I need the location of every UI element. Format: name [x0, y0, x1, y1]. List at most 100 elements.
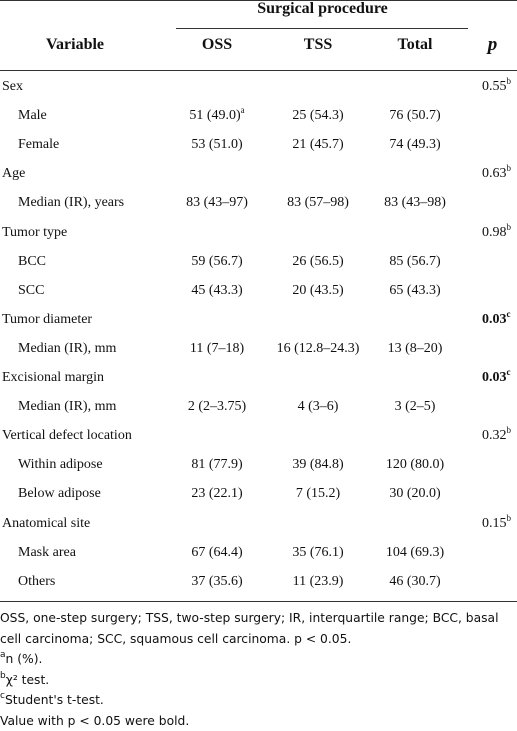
oss-cell-text: 37 (35.6) — [191, 574, 242, 589]
row-label: Mask area — [18, 544, 188, 562]
footnote: an (%). — [0, 649, 515, 670]
footnote-text: OSS, one-step surgery; TSS, two-step sur… — [0, 611, 499, 646]
row-label-text: Median (IR), mm — [18, 399, 116, 414]
row-label: SCC — [18, 282, 188, 300]
p-cell: 0.32b — [482, 427, 516, 445]
total-cell-text: 74 (49.3) — [389, 137, 440, 152]
row-label: Tumor type — [2, 224, 172, 242]
tss-cell: 21 (45.7) — [268, 136, 368, 154]
oss-cell: 83 (43–97) — [167, 194, 267, 212]
note-mark: c — [507, 367, 511, 377]
total-cell: 104 (69.3) — [365, 544, 465, 562]
row-label-text: Within adipose — [18, 457, 103, 472]
footnote-text: Value with p < 0.05 were bold. — [0, 714, 189, 728]
oss-cell: 11 (7–18) — [167, 340, 267, 358]
total-cell-text: 46 (30.7) — [389, 574, 440, 589]
row-label-text: Anatomical site — [2, 516, 90, 531]
column-header: p — [470, 36, 515, 54]
oss-cell: 2 (2–3.75) — [167, 398, 267, 416]
p-cell-text: 0.32 — [482, 428, 507, 443]
oss-cell-text: 11 (7–18) — [190, 341, 244, 356]
oss-cell: 53 (51.0) — [167, 136, 267, 154]
p-cell-text: 0.63 — [482, 166, 507, 181]
oss-cell: 51 (49.0)a — [167, 107, 267, 125]
row-label: Female — [18, 136, 188, 154]
row-label: Within adipose — [18, 456, 188, 474]
total-cell: 3 (2–5) — [365, 398, 465, 416]
oss-cell-text: 67 (64.4) — [191, 545, 242, 560]
p-cell-text: 0.03 — [482, 370, 507, 385]
oss-cell-text: 59 (56.7) — [191, 254, 242, 269]
row-label-text: SCC — [18, 283, 44, 298]
group-header: Surgical procedure — [175, 0, 470, 18]
tss-cell-text: 11 (23.9) — [293, 574, 344, 589]
row-label-text: Below adipose — [18, 486, 101, 501]
row-label: Age — [2, 165, 172, 183]
oss-cell-text: 2 (2–3.75) — [188, 399, 246, 414]
column-header: OSS — [167, 36, 267, 54]
note-mark: b — [507, 513, 512, 523]
tss-cell: 11 (23.9) — [268, 573, 368, 591]
total-cell-text: 83 (43–98) — [384, 195, 446, 210]
row-label: Tumor diameter — [2, 311, 172, 329]
tss-cell: 35 (76.1) — [268, 544, 368, 562]
row-label-text: Median (IR), mm — [18, 341, 116, 356]
row-label-text: Others — [18, 574, 55, 589]
row-label: Median (IR), years — [18, 194, 188, 212]
footnotes: OSS, one-step surgery; TSS, two-step sur… — [0, 608, 515, 731]
p-cell: 0.15b — [482, 515, 516, 533]
total-cell: 83 (43–98) — [365, 194, 465, 212]
total-cell-text: 76 (50.7) — [389, 108, 440, 123]
total-cell-text: 104 (69.3) — [386, 545, 444, 560]
row-label-text: BCC — [18, 254, 46, 269]
p-cell: 0.03c — [482, 311, 516, 329]
row-label: Male — [18, 107, 188, 125]
oss-cell-text: 83 (43–97) — [186, 195, 248, 210]
p-cell-text: 0.15 — [482, 516, 507, 531]
total-cell: 30 (20.0) — [365, 485, 465, 503]
note-mark: b — [507, 76, 512, 86]
oss-cell: 59 (56.7) — [167, 253, 267, 271]
header-rule — [0, 70, 517, 71]
tss-cell-text: 7 (15.2) — [296, 486, 340, 501]
p-cell-text: 0.98 — [482, 225, 507, 240]
oss-cell-text: 23 (22.1) — [191, 486, 242, 501]
tss-cell-text: 35 (76.1) — [292, 545, 343, 560]
total-cell: 65 (43.3) — [365, 282, 465, 300]
tss-cell: 16 (12.8–24.3) — [268, 340, 368, 358]
total-cell: 85 (56.7) — [365, 253, 465, 271]
tss-cell-text: 39 (84.8) — [292, 457, 343, 472]
tss-cell-text: 16 (12.8–24.3) — [277, 341, 360, 356]
tss-cell-text: 4 (3–6) — [298, 399, 339, 414]
oss-cell: 23 (22.1) — [167, 485, 267, 503]
total-cell: 74 (49.3) — [365, 136, 465, 154]
tss-cell: 4 (3–6) — [268, 398, 368, 416]
total-cell-text: 85 (56.7) — [389, 254, 440, 269]
tss-cell: 39 (84.8) — [268, 456, 368, 474]
tss-cell-text: 21 (45.7) — [292, 137, 343, 152]
total-cell: 46 (30.7) — [365, 573, 465, 591]
column-header: Variable — [0, 36, 150, 54]
total-cell: 13 (8–20) — [365, 340, 465, 358]
row-label-text: Female — [18, 137, 59, 152]
oss-cell: 37 (35.6) — [167, 573, 267, 591]
oss-cell-text: 45 (43.3) — [191, 283, 242, 298]
oss-cell: 81 (77.9) — [167, 456, 267, 474]
tss-cell-text: 25 (54.3) — [292, 108, 343, 123]
total-cell-text: 3 (2–5) — [395, 399, 436, 414]
p-cell-text: 0.03 — [482, 312, 507, 327]
row-label: Median (IR), mm — [18, 340, 188, 358]
note-mark: a — [241, 105, 245, 115]
row-label: Below adipose — [18, 485, 188, 503]
column-header: Total — [365, 36, 465, 54]
total-cell-text: 30 (20.0) — [389, 486, 440, 501]
footnote: cStudent's t-test. — [0, 690, 515, 711]
footnote: Value with p < 0.05 were bold. — [0, 711, 515, 731]
tss-cell: 20 (43.5) — [268, 282, 368, 300]
total-cell-text: 120 (80.0) — [386, 457, 444, 472]
footnote-text: χ² test. — [6, 673, 49, 687]
note-mark: b — [507, 222, 512, 232]
oss-cell-text: 53 (51.0) — [191, 137, 242, 152]
tss-cell: 25 (54.3) — [268, 107, 368, 125]
